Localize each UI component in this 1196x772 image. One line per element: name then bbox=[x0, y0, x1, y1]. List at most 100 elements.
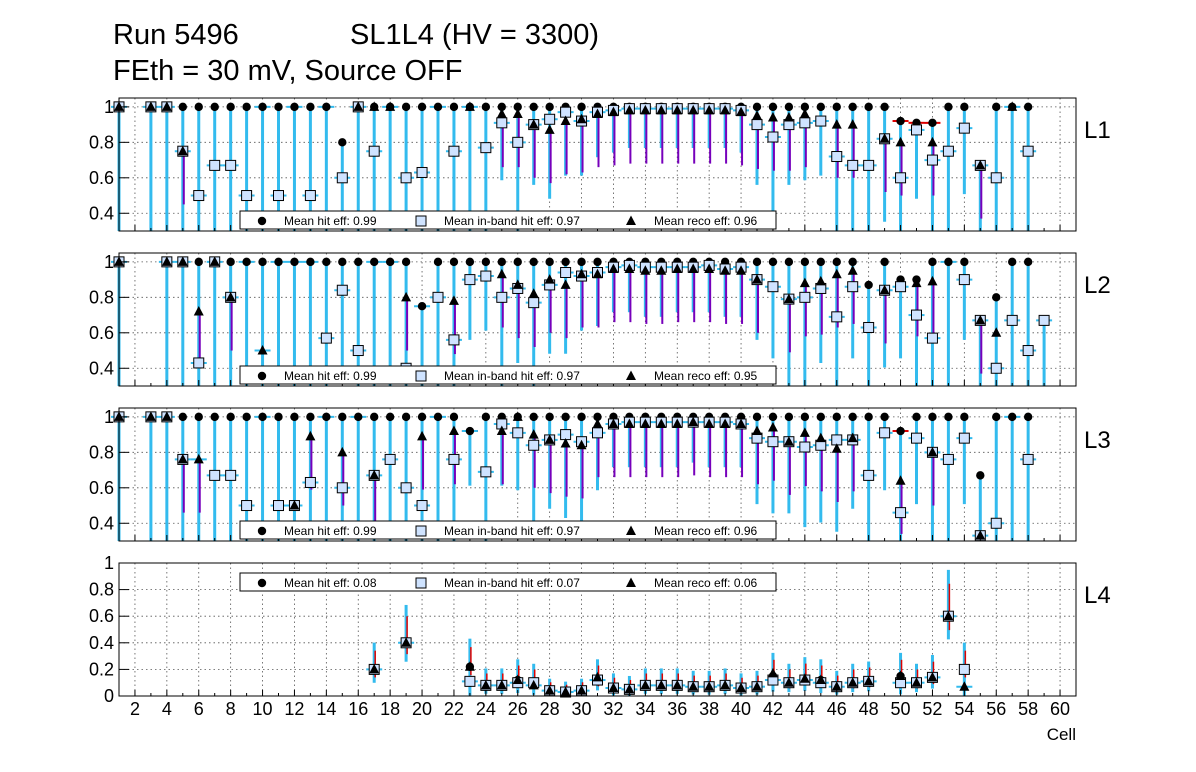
inband-eff-point bbox=[1006, 314, 1018, 326]
hit-eff-point bbox=[784, 412, 794, 422]
reco-eff-point bbox=[560, 686, 571, 697]
hit-eff-point bbox=[832, 102, 841, 112]
reco-eff-point bbox=[959, 681, 970, 691]
reco-eff-point bbox=[544, 124, 555, 134]
reco-eff-point bbox=[895, 475, 906, 485]
inband-eff-point bbox=[863, 159, 875, 171]
inband-eff-point bbox=[1022, 145, 1034, 157]
hit-eff-point bbox=[194, 412, 203, 422]
legend: Mean hit eff: 0.08 Mean in-band hit eff: … bbox=[239, 572, 777, 592]
reco-eff-point bbox=[783, 293, 794, 304]
inband-eff-point bbox=[400, 172, 412, 184]
y-tick-label: 0.4 bbox=[89, 513, 114, 533]
reco-eff-point bbox=[911, 677, 922, 687]
inband-eff-point bbox=[1038, 314, 1050, 326]
inband-eff-point bbox=[990, 362, 1002, 374]
reco-eff-point bbox=[879, 133, 890, 143]
hit-eff-point bbox=[481, 257, 491, 267]
inband-eff-point bbox=[847, 281, 859, 293]
reco-eff-point bbox=[496, 679, 507, 690]
hit-eff-point bbox=[768, 102, 778, 112]
inband-eff-point bbox=[480, 466, 492, 478]
hit-eff-point bbox=[577, 102, 586, 112]
inband-eff-point bbox=[448, 334, 460, 346]
reco-eff-point bbox=[225, 291, 236, 302]
hit-eff-point bbox=[226, 257, 235, 267]
inband-eff-point bbox=[384, 453, 396, 465]
reco-eff-point bbox=[704, 681, 715, 691]
reco-eff-point bbox=[496, 425, 507, 436]
legend-reco-label: Mean reco eff: 0.96 bbox=[654, 214, 758, 228]
hit-eff-point bbox=[992, 102, 1001, 112]
inband-eff-point bbox=[241, 500, 253, 512]
hit-eff-point bbox=[848, 257, 857, 267]
panel-label: L4 bbox=[1084, 582, 1111, 609]
reco-eff-point bbox=[927, 671, 938, 682]
hit-eff-point bbox=[194, 257, 203, 267]
hit-eff-point bbox=[880, 102, 889, 112]
hit-eff-point bbox=[577, 257, 586, 267]
inband-eff-point bbox=[273, 190, 284, 202]
hit-eff-point bbox=[960, 412, 969, 422]
legend-box bbox=[239, 520, 777, 540]
reco-eff-point bbox=[767, 112, 778, 122]
hit-eff-point bbox=[322, 102, 331, 112]
inband-eff-point bbox=[942, 145, 954, 157]
legend: Mean hit eff: 0.99 Mean in-band hit eff: … bbox=[239, 365, 777, 385]
inband-eff-point bbox=[432, 291, 444, 303]
run-title: Run 5496 bbox=[113, 19, 239, 51]
reco-eff-point bbox=[560, 279, 571, 289]
hit-eff-point bbox=[944, 412, 953, 422]
inband-eff-point bbox=[847, 159, 859, 171]
x-tick-label: 2 bbox=[130, 699, 140, 719]
hit-eff-point bbox=[529, 257, 538, 267]
legend-hit-label: Mean hit eff: 0.99 bbox=[284, 369, 377, 383]
legend-reco-label: Mean reco eff: 0.96 bbox=[654, 524, 758, 538]
inband-eff-point bbox=[368, 145, 380, 157]
hit-eff-point bbox=[848, 412, 857, 422]
reco-eff-point bbox=[576, 685, 587, 695]
inband-eff-point bbox=[831, 311, 843, 323]
x-tick-label: 6 bbox=[194, 699, 204, 719]
panel-l2: 0.4 0.6 0.8 1 L2 Mean hit eff: 0.99 Mean in-ba… bbox=[89, 252, 1111, 387]
inband-eff-point bbox=[336, 172, 348, 184]
inband-eff-point bbox=[958, 432, 970, 444]
hit-eff-point bbox=[561, 257, 570, 267]
reco-eff-point bbox=[656, 265, 667, 275]
reco-eff-point bbox=[353, 101, 364, 111]
hit-eff-point bbox=[290, 412, 299, 422]
legend-hit-label: Mean hit eff: 0.08 bbox=[284, 576, 377, 590]
panel-label: L2 bbox=[1084, 272, 1111, 299]
hit-eff-point bbox=[178, 102, 187, 112]
reco-eff-point bbox=[177, 256, 188, 266]
reco-eff-point bbox=[512, 674, 523, 685]
y-tick-label: 0.8 bbox=[89, 580, 114, 600]
reco-eff-point bbox=[608, 418, 619, 428]
x-tick-label: 36 bbox=[667, 699, 687, 719]
reco-eff-point bbox=[528, 119, 539, 129]
reco-eff-point bbox=[369, 469, 380, 480]
hit-eff-point bbox=[752, 412, 762, 422]
reco-eff-point bbox=[161, 101, 172, 111]
inband-eff-point bbox=[225, 469, 237, 481]
x-tick-label: 54 bbox=[954, 699, 974, 719]
inband-eff-point bbox=[815, 115, 827, 127]
inband-eff-point bbox=[464, 675, 476, 687]
hit-eff-point bbox=[449, 412, 459, 422]
reco-eff-point bbox=[767, 667, 778, 678]
hit-eff-point bbox=[274, 412, 283, 422]
reco-eff-point bbox=[688, 681, 699, 691]
legend-inband-label: Mean in-band hit eff: 0.97 bbox=[444, 369, 580, 383]
reco-eff-point bbox=[177, 145, 188, 156]
inband-eff-point bbox=[336, 482, 348, 494]
reco-eff-point bbox=[831, 268, 842, 279]
reco-eff-point bbox=[720, 679, 731, 690]
y-tick-label: 1 bbox=[104, 252, 114, 272]
hit-eff-point bbox=[497, 102, 506, 112]
x-tick-label: 42 bbox=[763, 699, 783, 719]
inband-eff-point bbox=[415, 215, 427, 227]
inband-eff-point bbox=[911, 309, 922, 321]
reco-eff-point bbox=[672, 418, 683, 428]
reco-eff-point bbox=[991, 327, 1002, 337]
hit-eff-point bbox=[832, 412, 841, 422]
